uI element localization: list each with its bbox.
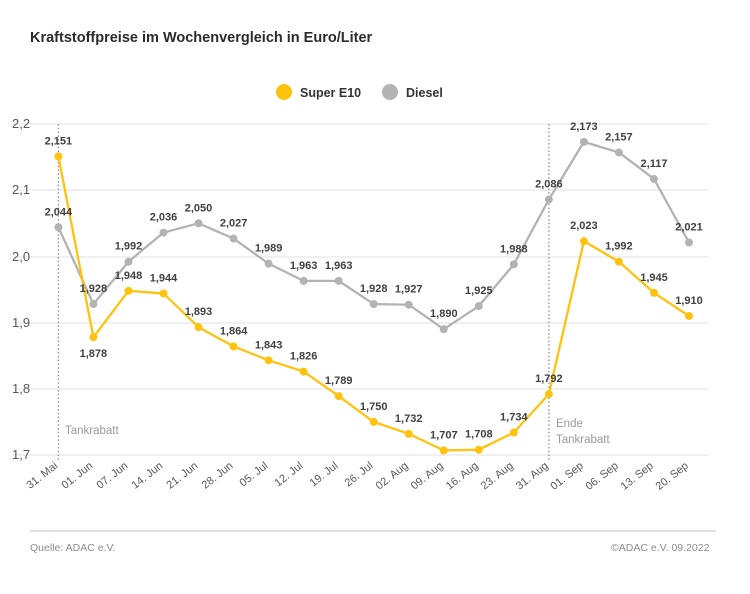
svg-text:1,963: 1,963: [290, 260, 318, 272]
svg-text:1,927: 1,927: [395, 284, 423, 296]
svg-text:2,023: 2,023: [570, 220, 598, 232]
svg-text:2,173: 2,173: [570, 121, 598, 133]
svg-text:2,044: 2,044: [45, 206, 73, 218]
svg-text:1,708: 1,708: [465, 429, 493, 441]
svg-text:1,963: 1,963: [325, 260, 353, 272]
svg-text:1,928: 1,928: [360, 283, 388, 295]
svg-text:2,151: 2,151: [45, 135, 73, 147]
svg-text:1,910: 1,910: [675, 295, 703, 307]
svg-text:28. Jun: 28. Jun: [200, 460, 236, 492]
svg-text:09. Aug: 09. Aug: [409, 460, 446, 492]
svg-text:2,0: 2,0: [12, 249, 30, 264]
svg-text:Quelle: ADAC e.V.: Quelle: ADAC e.V.: [30, 542, 115, 554]
svg-text:Tankrabatt: Tankrabatt: [65, 425, 120, 437]
svg-text:1,928: 1,928: [80, 283, 108, 295]
svg-text:1,843: 1,843: [255, 339, 283, 351]
svg-text:1,789: 1,789: [325, 375, 353, 387]
svg-text:2,157: 2,157: [605, 132, 633, 144]
svg-text:1,925: 1,925: [465, 285, 493, 297]
svg-text:01. Jun: 01. Jun: [59, 460, 95, 492]
svg-text:1,792: 1,792: [535, 373, 563, 385]
svg-text:2,1: 2,1: [12, 182, 30, 197]
svg-text:23. Aug: 23. Aug: [479, 460, 516, 492]
svg-text:16. Aug: 16. Aug: [444, 460, 481, 492]
svg-text:20. Sep: 20. Sep: [654, 460, 691, 493]
svg-text:31. Mai: 31. Mai: [24, 460, 60, 492]
svg-text:07. Jun: 07. Jun: [95, 460, 131, 492]
svg-text:2,021: 2,021: [675, 222, 703, 234]
svg-text:05. Jul: 05. Jul: [238, 460, 271, 489]
svg-text:2,050: 2,050: [185, 202, 213, 214]
svg-text:06. Sep: 06. Sep: [583, 460, 620, 493]
svg-text:2,086: 2,086: [535, 179, 563, 191]
svg-text:01. Sep: 01. Sep: [548, 460, 585, 493]
svg-text:1,864: 1,864: [220, 325, 248, 337]
svg-text:12. Jul: 12. Jul: [273, 460, 306, 489]
svg-text:2,027: 2,027: [220, 218, 248, 230]
svg-text:Diesel: Diesel: [406, 86, 443, 100]
svg-text:14. Jun: 14. Jun: [130, 460, 166, 492]
svg-text:13. Sep: 13. Sep: [619, 460, 656, 493]
svg-text:2,2: 2,2: [12, 116, 30, 131]
svg-text:1,989: 1,989: [255, 243, 283, 255]
svg-text:1,734: 1,734: [500, 412, 528, 424]
svg-text:1,878: 1,878: [80, 348, 108, 360]
svg-text:Tankrabatt: Tankrabatt: [556, 434, 611, 446]
svg-text:1,948: 1,948: [115, 270, 143, 282]
svg-text:19. Jul: 19. Jul: [308, 460, 341, 489]
svg-text:2,117: 2,117: [641, 158, 668, 170]
svg-text:1,988: 1,988: [500, 243, 528, 255]
svg-text:1,7: 1,7: [12, 447, 30, 462]
svg-text:1,826: 1,826: [290, 351, 318, 363]
svg-text:1,707: 1,707: [430, 429, 458, 441]
svg-text:1,893: 1,893: [185, 306, 213, 318]
svg-text:©ADAC e.V. 09.2022: ©ADAC e.V. 09.2022: [611, 542, 710, 554]
svg-text:02. Aug: 02. Aug: [374, 460, 411, 492]
svg-text:1,992: 1,992: [605, 241, 633, 253]
svg-text:1,945: 1,945: [640, 272, 668, 284]
svg-text:1,732: 1,732: [395, 413, 423, 425]
svg-text:1,9: 1,9: [12, 315, 30, 330]
svg-text:1,8: 1,8: [12, 381, 30, 396]
svg-text:26. Jul: 26. Jul: [343, 460, 376, 489]
svg-text:1,944: 1,944: [150, 273, 178, 285]
svg-text:1,750: 1,750: [360, 401, 388, 413]
svg-text:Ende: Ende: [556, 418, 583, 430]
svg-text:31. Aug: 31. Aug: [514, 460, 551, 492]
svg-text:1,992: 1,992: [115, 241, 143, 253]
svg-text:2,036: 2,036: [150, 212, 178, 224]
svg-text:1,890: 1,890: [430, 308, 458, 320]
svg-text:Super E10: Super E10: [300, 86, 361, 100]
svg-text:21. Jun: 21. Jun: [165, 460, 201, 492]
